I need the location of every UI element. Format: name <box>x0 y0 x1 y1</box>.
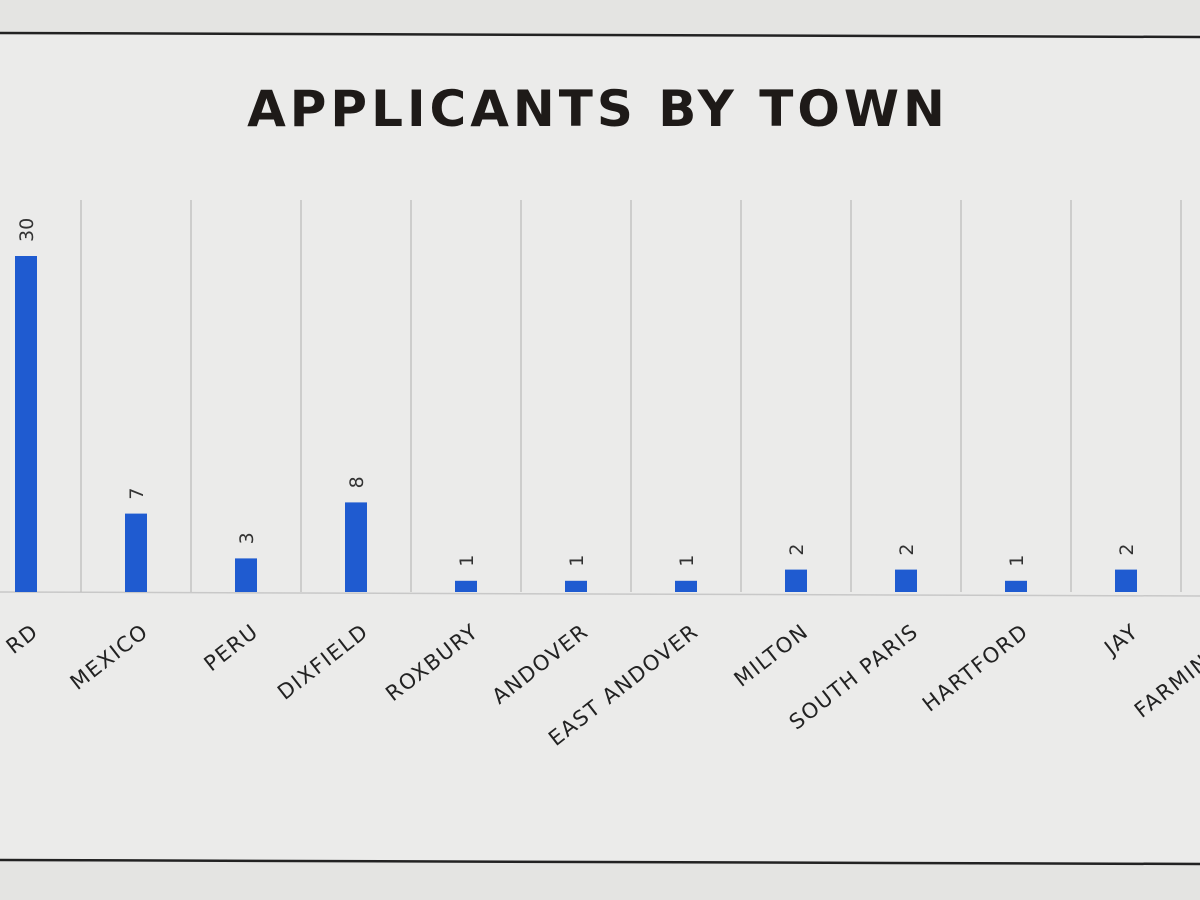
bar <box>125 513 147 592</box>
bar <box>455 580 477 592</box>
value-label: 2 <box>786 544 808 556</box>
bar <box>235 558 257 592</box>
bar <box>785 569 807 592</box>
value-label: 1 <box>1006 555 1028 567</box>
value-label: 1 <box>456 555 478 567</box>
x-axis <box>0 591 1200 597</box>
value-label: 1 <box>676 555 698 567</box>
chart-area <box>0 34 1200 862</box>
bar <box>1005 580 1027 592</box>
bar <box>565 580 587 592</box>
value-label: 8 <box>346 476 368 488</box>
frame-top <box>0 31 1200 39</box>
bar <box>1115 569 1137 592</box>
value-label: 2 <box>896 544 918 556</box>
chart-title: APPLICANTS BY TOWN <box>247 80 949 138</box>
value-label: 1 <box>566 555 588 567</box>
bar <box>345 502 367 592</box>
frame-bottom <box>0 858 1200 866</box>
value-label: 3 <box>236 532 258 544</box>
bar <box>15 256 37 592</box>
bar <box>895 569 917 592</box>
value-label: 2 <box>1116 544 1138 556</box>
bar <box>675 580 697 592</box>
value-label: 7 <box>126 488 148 500</box>
value-label: 30 <box>16 218 38 242</box>
